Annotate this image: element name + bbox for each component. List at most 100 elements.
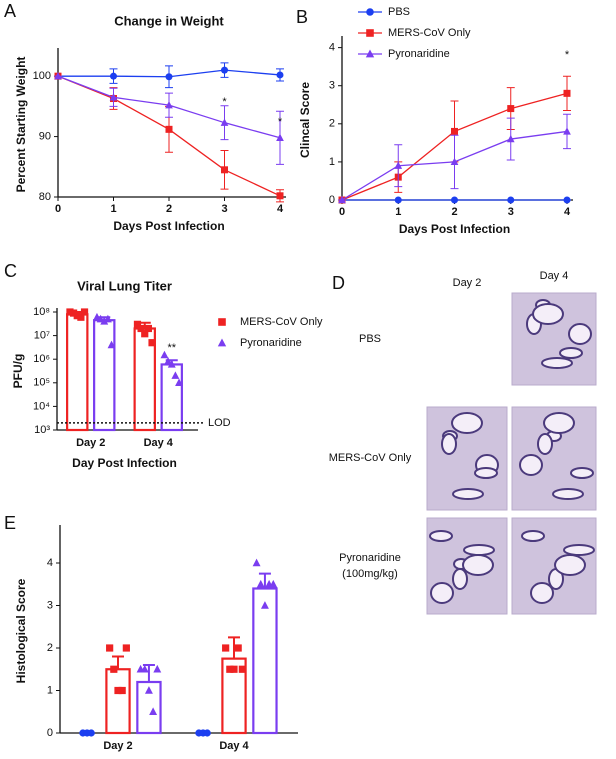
marker — [160, 350, 169, 359]
histology-structure — [532, 303, 564, 325]
marker — [122, 644, 130, 652]
marker — [252, 558, 261, 567]
histology-structure — [537, 433, 553, 455]
marker — [256, 579, 265, 588]
marker — [563, 127, 571, 135]
x-tick-label: 2 — [451, 206, 457, 218]
marker — [141, 330, 149, 338]
marker — [144, 324, 152, 333]
annotation: ** — [167, 342, 176, 354]
marker — [164, 357, 173, 365]
y-tick-label: 0 — [329, 194, 335, 206]
x-tick-label: 0 — [55, 203, 61, 215]
x-axis-title: Days Post Infection — [113, 219, 224, 233]
marker — [167, 360, 176, 368]
x-tick-label: Day 2 — [76, 437, 105, 449]
marker — [148, 339, 156, 347]
error-bar — [228, 636, 240, 659]
panel-letter: B — [296, 7, 308, 27]
marker — [110, 72, 117, 80]
y-tick-label: 4 — [47, 557, 53, 569]
marker — [70, 309, 78, 317]
marker — [140, 664, 149, 673]
marker — [506, 134, 515, 143]
x-tick-label: 3 — [508, 206, 514, 218]
marker — [220, 118, 229, 126]
legend-label: Pyronaridine — [388, 48, 450, 60]
legend-label: MERS-CoV Only — [388, 27, 471, 39]
row-label: Pyronaridine — [339, 552, 401, 564]
y-tick-label: 10⁶ — [33, 353, 50, 365]
lod-label: LOD — [208, 417, 231, 429]
marker — [365, 49, 375, 58]
histology-structure — [441, 433, 457, 455]
x-axis-title: Day Post Infection — [72, 456, 177, 470]
marker — [66, 308, 74, 316]
marker — [73, 312, 81, 320]
marker — [260, 601, 269, 609]
histology-structure — [543, 412, 575, 434]
annotation: * — [565, 49, 570, 61]
bar — [93, 319, 116, 432]
bar — [66, 313, 89, 432]
marker — [338, 195, 346, 204]
marker — [222, 644, 230, 652]
bar — [160, 363, 183, 432]
marker — [87, 729, 95, 737]
marker — [366, 8, 374, 16]
marker — [507, 105, 515, 113]
marker — [563, 196, 571, 204]
marker — [110, 665, 118, 673]
panel-letter: C — [4, 261, 17, 281]
histology-structure — [541, 357, 573, 369]
marker — [114, 686, 122, 695]
marker — [149, 707, 158, 715]
x-axis-title: Days Post Infection — [399, 222, 510, 236]
y-tick-label: 3 — [329, 80, 335, 92]
x-tick-label: Day 2 — [103, 740, 132, 752]
marker — [118, 686, 126, 695]
marker — [366, 29, 374, 37]
marker — [276, 133, 284, 141]
marker — [221, 166, 228, 174]
annotation: * — [222, 96, 227, 108]
marker — [276, 192, 284, 200]
marker — [269, 579, 278, 588]
marker — [226, 665, 234, 673]
marker — [450, 157, 459, 166]
y-tick-label: 10³ — [34, 424, 50, 436]
chart-title: Viral Lung Titer — [77, 278, 172, 293]
legend-label: MERS-CoV Only — [240, 316, 323, 328]
y-tick-label: 10⁴ — [33, 400, 50, 412]
y-tick-label: 0 — [47, 727, 53, 739]
marker — [103, 314, 112, 323]
marker — [153, 664, 162, 673]
y-tick-label: 1 — [47, 684, 53, 696]
annotation: * — [278, 116, 283, 128]
y-tick-label: 10⁷ — [34, 330, 50, 342]
marker — [217, 338, 227, 347]
marker — [106, 644, 114, 652]
histology-structure — [554, 554, 586, 576]
marker — [109, 93, 118, 101]
marker — [451, 127, 458, 135]
marker — [165, 73, 173, 81]
x-tick-label: 3 — [221, 203, 227, 215]
x-tick-label: 4 — [564, 206, 571, 218]
panel-letter: D — [332, 273, 345, 293]
marker — [238, 665, 246, 673]
histology-structure — [463, 544, 495, 556]
histology-structure — [530, 582, 554, 604]
row-label: (100mg/kg) — [342, 568, 398, 580]
y-tick-label: 90 — [39, 130, 51, 142]
y-tick-label: 2 — [329, 118, 335, 130]
panel-letter: E — [4, 513, 16, 533]
marker — [234, 644, 242, 652]
x-tick-label: 2 — [166, 203, 172, 215]
y-tick-label: 4 — [329, 42, 335, 54]
row-label: MERS-CoV Only — [329, 452, 412, 464]
histology-structure — [568, 323, 592, 345]
histology-structure — [452, 568, 468, 590]
row-label: PBS — [359, 333, 381, 345]
y-tick-label: 100 — [33, 70, 51, 82]
